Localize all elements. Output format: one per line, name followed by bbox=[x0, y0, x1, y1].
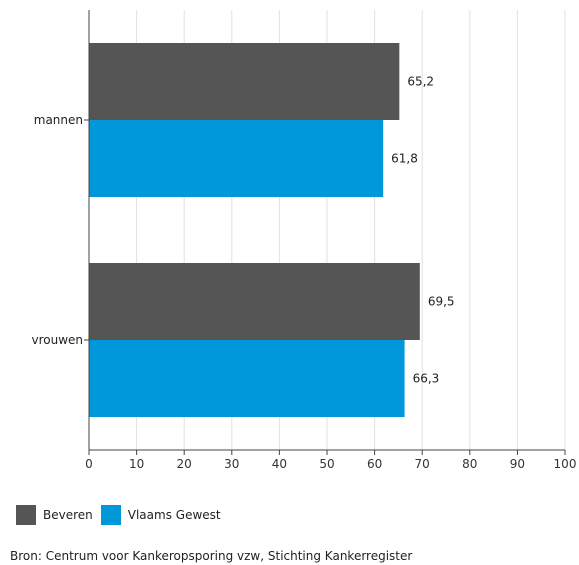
legend-label-beveren: Beveren bbox=[43, 508, 93, 522]
legend-swatch-beveren bbox=[16, 505, 36, 525]
x-tick-label-30: 30 bbox=[224, 457, 239, 471]
x-tick-label-20: 20 bbox=[177, 457, 192, 471]
data-label-vrouwen-beveren: 69,5 bbox=[428, 295, 455, 309]
x-tick-label-50: 50 bbox=[319, 457, 334, 471]
bar-mannen-beveren bbox=[89, 43, 400, 120]
bar-mannen-vlaams-gewest bbox=[89, 120, 384, 197]
x-tick-label-10: 10 bbox=[129, 457, 144, 471]
legend: Beveren Vlaams Gewest bbox=[16, 505, 229, 525]
x-tick-labels: 0 10 20 30 40 50 60 70 80 90 100 bbox=[85, 457, 576, 471]
x-tick-label-60: 60 bbox=[367, 457, 382, 471]
category-label-mannen: mannen bbox=[34, 113, 83, 127]
x-tick-label-90: 90 bbox=[510, 457, 525, 471]
category-label-vrouwen: vrouwen bbox=[31, 333, 83, 347]
x-tick-label-100: 100 bbox=[554, 457, 577, 471]
source-note: Bron: Centrum voor Kankeropsporing vzw, … bbox=[10, 549, 413, 563]
data-label-mannen-vlaams-gewest: 61,8 bbox=[391, 152, 418, 166]
x-tick-label-40: 40 bbox=[272, 457, 287, 471]
x-tick-label-70: 70 bbox=[415, 457, 430, 471]
data-label-vrouwen-vlaams-gewest: 66,3 bbox=[413, 372, 440, 386]
x-tick-label-0: 0 bbox=[85, 457, 93, 471]
legend-swatch-vlaams-gewest bbox=[100, 505, 121, 525]
x-tick-label-80: 80 bbox=[462, 457, 477, 471]
bar-chart: 0 10 20 30 40 50 60 70 80 90 100 mannen vrouwen 65,… bbox=[31, 10, 576, 471]
data-labels: 65,2 61,8 69,5 66,3 bbox=[391, 75, 454, 386]
category-labels: mannen vrouwen bbox=[31, 113, 83, 347]
legend-item-beveren: Beveren bbox=[16, 505, 93, 525]
bars bbox=[89, 43, 420, 417]
data-label-mannen-beveren: 65,2 bbox=[407, 75, 434, 89]
bar-vrouwen-vlaams-gewest bbox=[89, 340, 405, 417]
legend-label-vlaams-gewest: Vlaams Gewest bbox=[127, 508, 221, 522]
bar-vrouwen-beveren bbox=[89, 263, 420, 340]
axes bbox=[84, 10, 566, 455]
legend-item-vlaams-gewest: Vlaams Gewest bbox=[100, 505, 221, 525]
